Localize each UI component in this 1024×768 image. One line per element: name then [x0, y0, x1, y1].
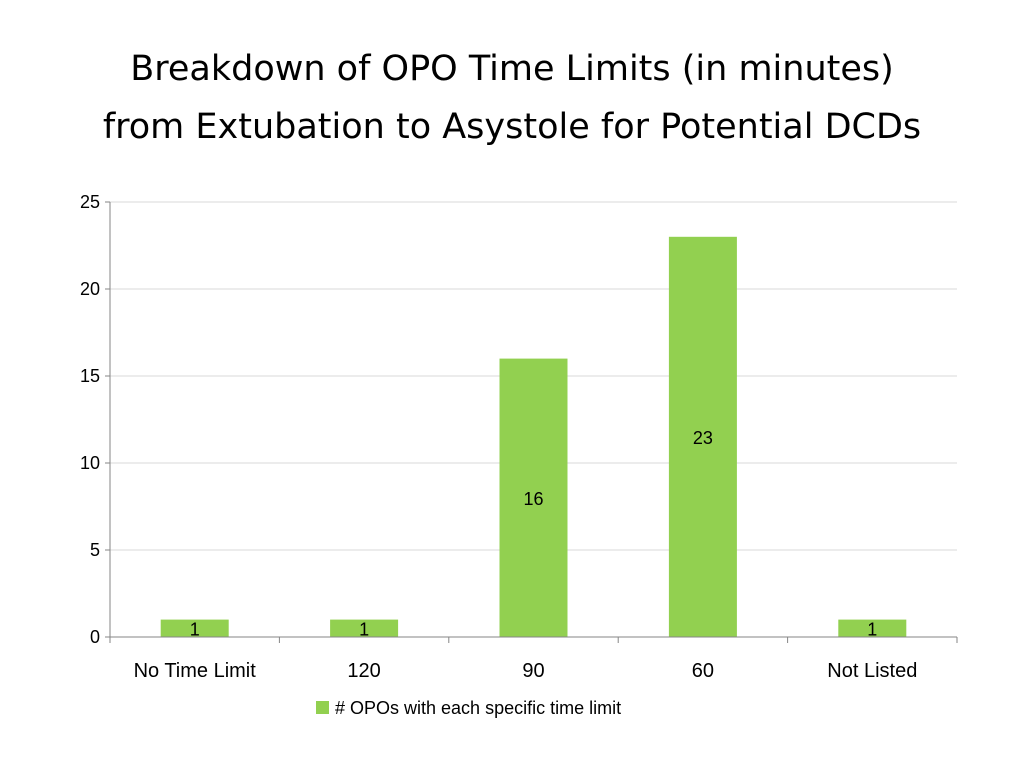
data-label: 16	[523, 489, 543, 509]
data-label: 1	[867, 619, 877, 639]
bar-90	[499, 358, 568, 637]
chart-title: Breakdown of OPO Time Limits (in minutes…	[0, 40, 1024, 156]
data-label: 23	[693, 428, 713, 448]
y-tick-label: 25	[80, 192, 100, 212]
x-tick-label: 120	[347, 660, 380, 682]
y-tick-label: 10	[80, 453, 100, 473]
y-tick-label: 0	[90, 627, 100, 647]
x-tick-label: 90	[522, 660, 544, 682]
x-tick-label: No Time Limit	[134, 660, 257, 682]
data-label: 1	[359, 619, 369, 639]
y-tick-label: 20	[80, 279, 100, 299]
y-tick-label: 5	[90, 540, 100, 560]
data-label: 1	[190, 619, 200, 639]
chart-title-line-2: from Extubation to Asystole for Potentia…	[102, 107, 922, 147]
y-tick-label: 15	[80, 366, 100, 386]
chart-title-line-1: Breakdown of OPO Time Limits (in minutes…	[130, 49, 894, 89]
x-tick-label: 60	[692, 660, 714, 682]
legend-label: # OPOs with each specific time limit	[335, 698, 621, 718]
bar-no-time-limit	[160, 619, 229, 637]
bar-60	[668, 236, 737, 638]
legend-swatch	[316, 701, 329, 714]
bar-not-listed	[838, 619, 907, 637]
x-tick-label: Not Listed	[827, 660, 917, 682]
bar-120	[330, 619, 399, 637]
